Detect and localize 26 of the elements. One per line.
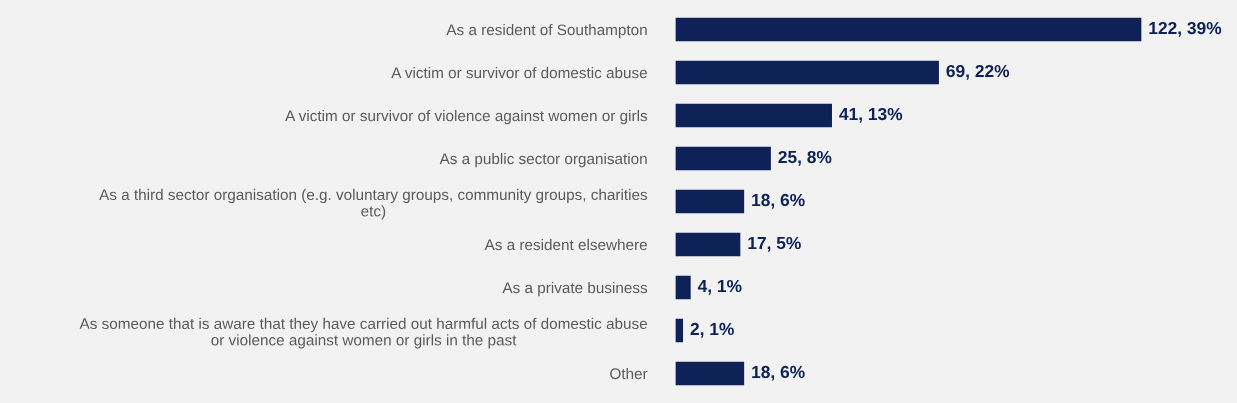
bar [675,103,832,128]
data-label: 4, 1% [697,279,742,295]
y-tick-label: A victim or survivor of domestic abuse [391,67,647,79]
bar [675,146,771,171]
y-tick-label: As a resident elsewhere [484,238,647,251]
data-label: 69, 22% [946,64,1010,80]
bar [675,189,745,214]
bar [675,232,741,257]
bar [675,60,939,85]
y-tick-label: A victim or survivor of violence against women or girls [285,109,648,125]
y-tick-label: As a private business [502,281,648,297]
y-tick-label: As a third sector organisation (e.g. voluntary groups, community groups, charities etc) [99,188,648,220]
bar [675,275,691,300]
data-label: 2, 1% [690,322,734,338]
y-tick-label: As someone that is aware that they have carried out harmful acts of domestic abuse or violence against women or girls in the past [79,317,647,349]
data-label: 18, 6% [752,365,805,381]
data-label: 41, 13% [839,107,903,123]
y-tick-label: As a public sector organisation [439,152,647,168]
data-label: 25, 8% [778,150,832,166]
y-tick-label: As a resident of Southampton [446,24,647,39]
bar [675,17,1142,42]
y-tick-label: Other [610,367,648,380]
data-label: 122, 39% [1149,21,1222,37]
data-label: 18, 6% [752,193,805,209]
bar [675,361,745,386]
data-label: 17, 5% [748,236,801,252]
